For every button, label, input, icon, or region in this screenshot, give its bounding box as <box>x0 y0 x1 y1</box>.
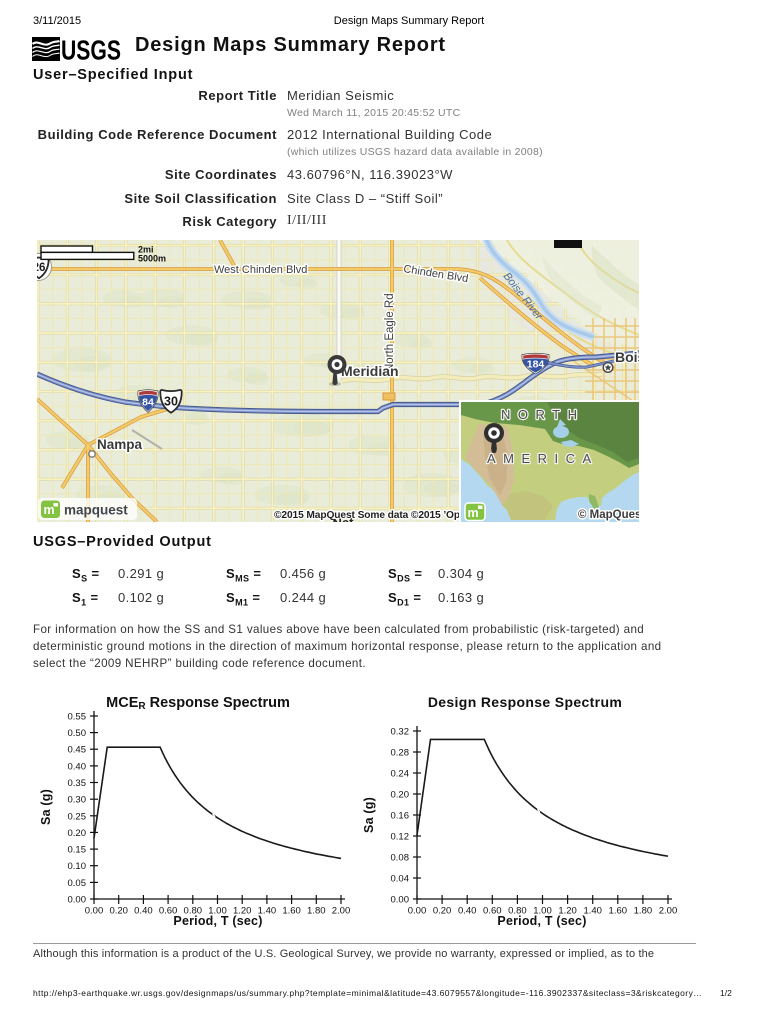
svg-text:0.20: 0.20 <box>391 790 410 801</box>
svg-text:1.20: 1.20 <box>558 906 577 917</box>
svg-text:0.60: 0.60 <box>159 906 178 917</box>
svg-text:Nat: Nat <box>332 515 355 522</box>
svg-text:Period, T (sec): Period, T (sec) <box>173 914 262 928</box>
svg-text:0.20: 0.20 <box>433 906 452 917</box>
svg-text:0.08: 0.08 <box>391 853 410 864</box>
svg-text:mapquest: mapquest <box>64 503 128 518</box>
svg-text:0.00: 0.00 <box>68 895 87 906</box>
svg-text:0.00: 0.00 <box>85 906 104 917</box>
svg-text:0.25: 0.25 <box>68 811 87 822</box>
svg-text:0.40: 0.40 <box>134 906 153 917</box>
svg-text:2mi: 2mi <box>138 245 154 255</box>
svg-text:0.15: 0.15 <box>68 845 87 856</box>
svg-text:0.35: 0.35 <box>68 778 87 789</box>
svg-text:1.80: 1.80 <box>634 906 653 917</box>
svg-text:1.00: 1.00 <box>208 906 227 917</box>
svg-text:1.60: 1.60 <box>282 906 301 917</box>
svg-text:©2015 MapQuest Some data ©2015: ©2015 MapQuest Some data ©2015 ’Op <box>274 510 460 521</box>
svg-text:0.12: 0.12 <box>391 832 410 843</box>
svg-text:0.45: 0.45 <box>68 745 87 756</box>
svg-text:1.60: 1.60 <box>609 906 628 917</box>
svg-text:0.00: 0.00 <box>408 906 427 917</box>
svg-text:USGS: USGS <box>61 35 121 64</box>
svg-text:Sa (g): Sa (g) <box>39 789 53 825</box>
svg-text:Period, T (sec): Period, T (sec) <box>497 914 586 928</box>
svg-text:AMERICA: AMERICA <box>487 451 599 466</box>
svg-text:1.40: 1.40 <box>583 906 602 917</box>
svg-text:1.40: 1.40 <box>258 906 277 917</box>
svg-text:0.50: 0.50 <box>68 728 87 739</box>
svg-text:0.16: 0.16 <box>391 811 410 822</box>
svg-text:26: 26 <box>37 262 45 274</box>
svg-text:5000m: 5000m <box>138 254 166 264</box>
svg-text:North Eagle Rd: North Eagle Rd <box>384 293 396 372</box>
svg-text:0.00: 0.00 <box>391 895 410 906</box>
svg-text:0.40: 0.40 <box>68 761 87 772</box>
svg-text:© MapQuest: © MapQuest <box>578 509 639 521</box>
svg-text:30: 30 <box>164 394 178 408</box>
svg-text:m: m <box>468 506 479 520</box>
svg-text:0.80: 0.80 <box>508 906 527 917</box>
svg-text:1.80: 1.80 <box>307 906 326 917</box>
svg-text:0.10: 0.10 <box>68 861 87 872</box>
svg-text:0.55: 0.55 <box>68 712 87 723</box>
svg-text:0.04: 0.04 <box>391 874 410 885</box>
svg-text:0.20: 0.20 <box>109 906 128 917</box>
svg-text:1.20: 1.20 <box>233 906 252 917</box>
svg-text:0.20: 0.20 <box>68 828 87 839</box>
svg-text:Design Response Spectrum: Design Response Spectrum <box>428 694 622 710</box>
svg-text:0.80: 0.80 <box>184 906 203 917</box>
svg-text:m: m <box>44 503 55 517</box>
svg-text:Meridian: Meridian <box>341 363 399 379</box>
svg-text:2.00: 2.00 <box>659 906 678 917</box>
svg-text:2.00: 2.00 <box>332 906 351 917</box>
svg-text:184: 184 <box>527 358 545 370</box>
svg-text:0.28: 0.28 <box>391 748 410 759</box>
svg-text:Sa (g): Sa (g) <box>362 797 376 833</box>
svg-text:0.30: 0.30 <box>68 795 87 806</box>
svg-text:0.32: 0.32 <box>391 727 410 738</box>
svg-text:NORTH: NORTH <box>501 407 584 422</box>
svg-text:West Chinden Blvd: West Chinden Blvd <box>214 264 307 276</box>
svg-text:Bois: Bois <box>615 349 639 365</box>
svg-text:0.05: 0.05 <box>68 878 87 889</box>
svg-text:0.24: 0.24 <box>391 769 410 780</box>
svg-text:MCER Response Spectrum: MCER Response Spectrum <box>106 695 290 712</box>
svg-text:1.00: 1.00 <box>533 906 552 917</box>
svg-text:84: 84 <box>142 396 154 408</box>
svg-text:0.40: 0.40 <box>458 906 477 917</box>
svg-text:Nampa: Nampa <box>97 437 143 452</box>
svg-text:0.60: 0.60 <box>483 906 502 917</box>
